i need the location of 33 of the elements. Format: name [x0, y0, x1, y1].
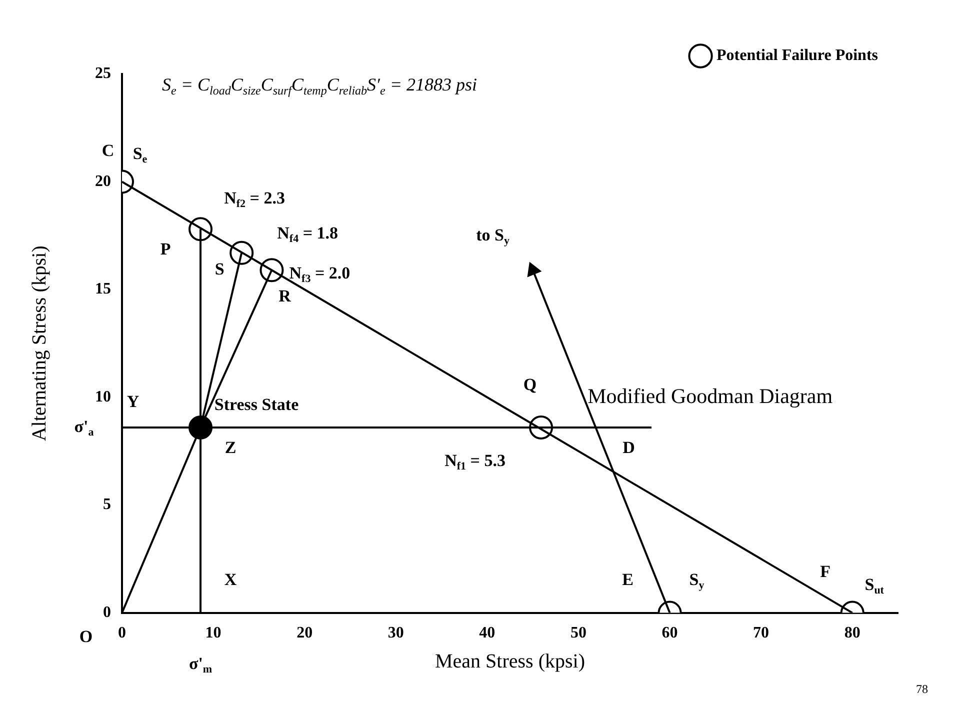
legend-label: Potential Failure Points: [716, 47, 878, 64]
x-tick-label: 20: [296, 624, 313, 642]
annotation: X: [224, 570, 238, 590]
x-tick-label: 70: [753, 624, 770, 642]
annotation: Stress State: [214, 394, 300, 414]
x-tick-label: 80: [844, 624, 860, 642]
text: Modified Goodman Diagram: [588, 384, 833, 408]
annotation: Y: [126, 392, 140, 411]
x-axis-title: Mean Stress (kpsi): [435, 650, 585, 672]
annotation: F: [820, 562, 831, 582]
y-tick-label: 5: [103, 496, 111, 514]
annotation: E: [622, 570, 634, 590]
annotation: Z: [224, 438, 236, 457]
y-tick-label: 20: [95, 172, 111, 190]
y-tick-label: 15: [95, 280, 111, 298]
x-tick-label: 50: [570, 624, 586, 642]
annotation: Q: [523, 374, 537, 394]
x-tick-label: 60: [662, 624, 678, 642]
text: 78: [916, 682, 928, 696]
x-tick-label: 0: [118, 624, 126, 642]
annotation: C: [102, 141, 114, 160]
y-tick-label: 0: [103, 604, 111, 621]
y-tick-label: 10: [95, 388, 111, 406]
annotation: D: [622, 438, 635, 457]
x-tick-label: 10: [205, 624, 222, 642]
y-axis-title: Alternating Stress (kpsi): [28, 246, 50, 442]
y-tick-label: 25: [95, 65, 111, 82]
annotation: P: [160, 240, 171, 259]
x-tick-label: 30: [388, 624, 404, 642]
annotation: S: [214, 259, 224, 278]
annotation: R: [278, 286, 292, 306]
annotation: O: [79, 627, 93, 646]
x-tick-label: 40: [479, 624, 496, 642]
